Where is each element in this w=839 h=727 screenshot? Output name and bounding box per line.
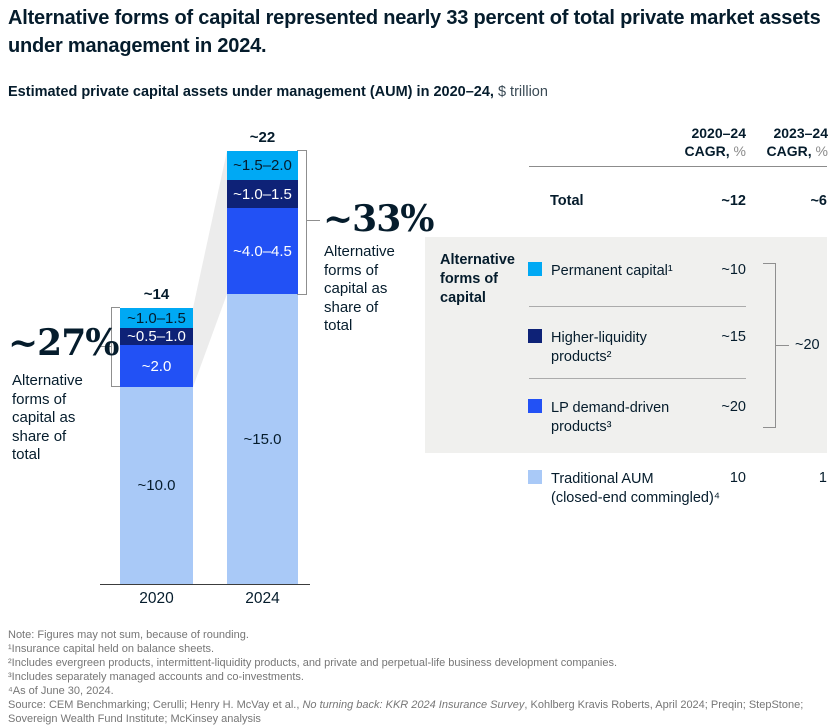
total-row-label: Total xyxy=(550,193,584,209)
row-label-higher-liquidity: Higher-liquidity products² xyxy=(551,330,647,365)
col-header-period: 2023–24 xyxy=(773,125,828,141)
chart-subtitle: Estimated private capital assets under m… xyxy=(8,84,828,100)
bar-2024-total: ~22 xyxy=(249,129,276,146)
segment-value: ~1.0–1.5 xyxy=(127,309,186,327)
row-value-traditional-aum-2023-24: 1 xyxy=(818,470,827,486)
row-value-higher-liquidity: ~15 xyxy=(721,329,746,345)
segment-value: ~10.0 xyxy=(137,477,176,494)
row-label-traditional-aum: Traditional AUM (closed-end commingled)⁴ xyxy=(551,471,721,506)
page-title: Alternative forms of capital represented… xyxy=(8,7,821,57)
col-header-metric: CAGR, % xyxy=(684,143,746,160)
bar-2020-higher-liquidity: ~0.5–1.0 xyxy=(120,328,193,345)
source-line: Source: CEM Benchmarking; Cerulli; Henry… xyxy=(8,699,804,725)
col-header-period: 2020–24 xyxy=(691,125,746,141)
footnote-note: Note: Figures may not sum, because of ro… xyxy=(8,629,249,641)
segment-value: ~0.5–1.0 xyxy=(127,328,186,345)
connector-band xyxy=(193,151,227,387)
chart-subtitle-unit: $ trillion xyxy=(493,84,548,100)
row-value-traditional-aum-2020-24: 10 xyxy=(729,470,746,486)
row-label-lp-demand-driven: LP demand-driven products³ xyxy=(551,400,670,435)
header-rule xyxy=(529,166,827,167)
legend-swatch-lp-demand-driven xyxy=(528,399,542,413)
annotation-27pct-text: Alternative forms of capital as share of… xyxy=(12,372,83,464)
x-tick-2020: 2020 xyxy=(139,590,174,607)
footnote-4: ⁴As of June 30, 2024. xyxy=(8,685,114,697)
bar-2020-total: ~14 xyxy=(143,286,170,303)
x-axis-line xyxy=(100,584,310,585)
alt-capital-panel xyxy=(425,237,827,453)
col-header-metric: CAGR, % xyxy=(766,143,828,160)
bar-2024-higher-liquidity: ~1.0–1.5 xyxy=(227,180,298,208)
bar-2024-lp-demand-driven: ~4.0–4.5 xyxy=(227,208,298,294)
bar-2020-traditional-aum: ~10.0 xyxy=(120,387,193,584)
segment-value: ~4.0–4.5 xyxy=(233,242,292,260)
segment-value: ~1.5–2.0 xyxy=(233,157,292,174)
bracket-value-2023-24: ~20 xyxy=(795,337,820,353)
bar-2020-permanent-capital: ~1.0–1.5 xyxy=(120,308,193,328)
legend-swatch-traditional-aum xyxy=(528,470,542,484)
segment-value: ~1.0–1.5 xyxy=(233,185,292,203)
row-separator xyxy=(529,306,746,307)
legend-swatch-higher-liquidity xyxy=(528,329,542,343)
segment-value: ~15.0 xyxy=(243,430,282,448)
bar-2024-traditional-aum: ~15.0 xyxy=(227,294,298,584)
row-separator xyxy=(529,378,746,379)
row-label-permanent-capital: Permanent capital¹ xyxy=(551,263,673,279)
col-header-2020-24: 2020–24 CAGR, % xyxy=(626,124,746,161)
footnote-3: ³Includes separately managed accounts an… xyxy=(8,671,304,683)
annotation-27pct-value: ~27% xyxy=(8,322,119,364)
bar-2020-lp-demand-driven: ~2.0 xyxy=(120,345,193,387)
x-tick-2024: 2024 xyxy=(245,590,280,607)
total-row-cagr-2023-24: ~6 xyxy=(810,193,827,209)
annotation-33pct-text: Alternative forms of capital as share of… xyxy=(324,243,395,335)
legend-swatch-permanent-capital xyxy=(528,262,542,276)
row-value-permanent-capital: ~10 xyxy=(721,262,746,278)
segment-value: ~2.0 xyxy=(141,357,172,375)
alt-capital-group-label: Alternative forms of capital xyxy=(440,252,515,306)
footnote-2: ²Includes evergreen products, intermitte… xyxy=(8,657,618,669)
bar-2024-permanent-capital: ~1.5–2.0 xyxy=(227,151,298,180)
source-title-italic: No turning back: KKR 2024 Insurance Surv… xyxy=(302,699,525,711)
col-header-2023-24: 2023–24 CAGR, % xyxy=(708,124,828,161)
annotation-33pct-value: ~33% xyxy=(323,198,434,240)
footnote-1: ¹Insurance capital held on balance sheet… xyxy=(8,643,215,655)
row-value-lp-demand-driven: ~20 xyxy=(721,399,746,415)
chart-subtitle-bold: Estimated private capital assets under m… xyxy=(8,84,494,100)
total-row-cagr-2020-24: ~12 xyxy=(721,193,746,209)
